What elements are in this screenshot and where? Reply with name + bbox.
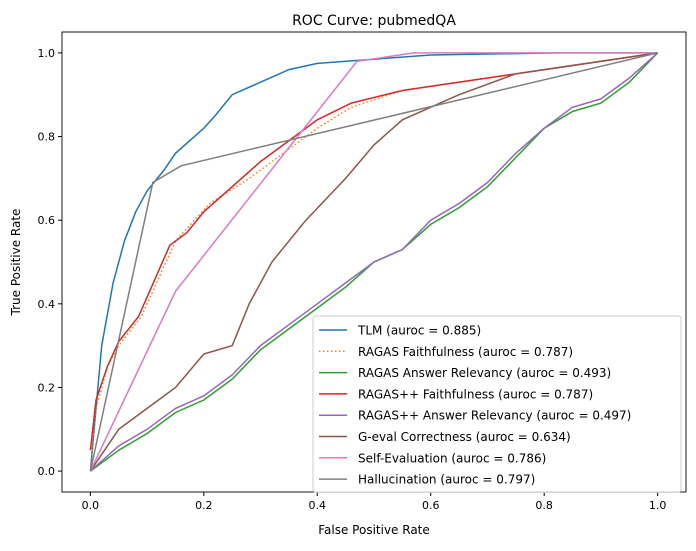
- series-line-5: [89, 52, 658, 472]
- legend-label: RAGAS++ Faithfulness (auroc = 0.787): [358, 387, 593, 401]
- x-tick-label: 0.6: [422, 499, 440, 512]
- series-line-6: [89, 52, 658, 472]
- legend-label: G-eval Correctness (auroc = 0.634): [358, 430, 571, 444]
- legend-label: Hallucination (auroc = 0.797): [358, 473, 535, 487]
- legend-label: TLM (auroc = 0.885): [357, 324, 481, 338]
- y-axis: 0.0 0.2 0.4 0.6 0.8 1.0: [38, 47, 62, 478]
- y-axis-label: True Positive Rate: [9, 209, 23, 317]
- x-tick-label: 1.0: [649, 499, 667, 512]
- x-tick-label: 0.8: [535, 499, 553, 512]
- x-tick-label: 0.2: [195, 499, 213, 512]
- y-tick-label: 0.4: [38, 298, 56, 311]
- chart-title: ROC Curve: pubmedQA: [292, 13, 456, 29]
- series-lines: [89, 52, 659, 472]
- legend-box: [312, 315, 682, 493]
- x-tick-label: 0.0: [82, 499, 100, 512]
- y-tick-label: 1.0: [38, 47, 56, 60]
- legend-label: RAGAS++ Answer Relevancy (auroc = 0.497): [358, 409, 631, 423]
- series-line-4: [89, 52, 659, 472]
- legend: TLM (auroc = 0.885) RAGAS Faithfulness (a…: [312, 315, 682, 493]
- legend-label: Self-Evaluation (auroc = 0.786): [358, 451, 546, 465]
- y-tick-label: 0.8: [38, 131, 56, 144]
- y-tick-label: 0.6: [38, 214, 56, 227]
- series-line-3: [89, 52, 658, 451]
- y-tick-label: 0.0: [38, 465, 56, 478]
- legend-label: RAGAS Faithfulness (auroc = 0.787): [358, 345, 573, 359]
- x-tick-label: 0.4: [309, 499, 327, 512]
- series-line-7: [89, 52, 658, 472]
- legend-label: RAGAS Answer Relevancy (auroc = 0.493): [358, 366, 611, 380]
- x-axis: 0.0 0.2 0.4 0.6 0.8 1.0: [82, 492, 667, 512]
- x-axis-label: False Positive Rate: [318, 523, 430, 537]
- y-tick-label: 0.2: [38, 381, 56, 394]
